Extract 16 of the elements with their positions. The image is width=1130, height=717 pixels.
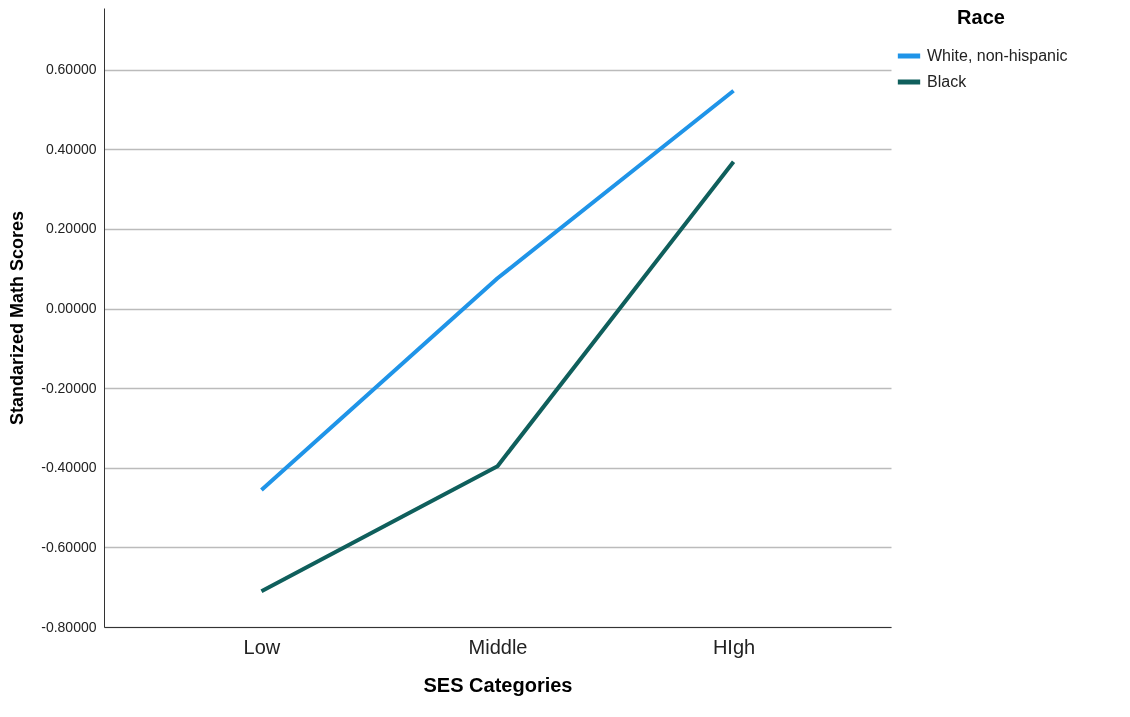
x-axis-title: SES Categories xyxy=(423,673,573,696)
y-tick-label: 0.40000 xyxy=(45,140,97,157)
x-tick-label: Low xyxy=(243,635,281,658)
y-axis-title: Standarized Math Scores xyxy=(7,210,28,426)
legend-title: Race xyxy=(957,6,1005,28)
y-tick-label: -0.20000 xyxy=(41,379,97,396)
y-tick-label: -0.40000 xyxy=(41,459,97,476)
y-tick-label: -0.80000 xyxy=(41,618,97,635)
y-tick-label: 0.20000 xyxy=(45,220,97,237)
legend-label: White, non-hispanic xyxy=(927,47,1068,64)
y-tick-label: 0.00000 xyxy=(45,300,97,317)
x-tick-label: HIgh xyxy=(712,635,756,658)
legend-label: Black xyxy=(927,73,968,90)
y-tick-label: 0.60000 xyxy=(45,61,97,78)
y-tick-label: -0.60000 xyxy=(41,538,97,555)
x-tick-label: Middle xyxy=(468,635,528,658)
